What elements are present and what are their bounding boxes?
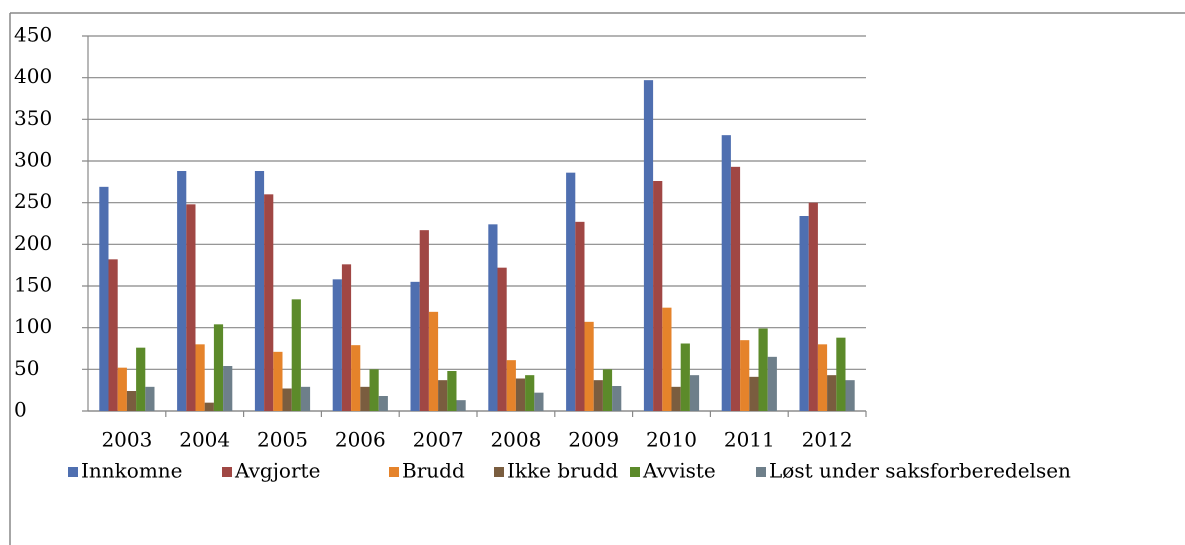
- x-tick-label: 2006: [335, 428, 386, 452]
- bar: [126, 391, 137, 411]
- bar: [845, 380, 855, 411]
- bar: [680, 343, 690, 411]
- bar: [515, 378, 526, 411]
- legend-label: Brudd: [402, 459, 465, 483]
- x-tick-label: 2012: [802, 428, 853, 452]
- bar: [602, 369, 613, 411]
- legend-swatch: [68, 467, 78, 477]
- y-tick-label: 150: [14, 273, 52, 297]
- bar: [99, 186, 109, 411]
- y-tick-label: 300: [14, 148, 52, 172]
- bar: [291, 299, 301, 411]
- bar: [671, 386, 681, 411]
- bar: [300, 386, 311, 411]
- bar: [341, 264, 352, 411]
- bar: [749, 376, 759, 411]
- y-tick-label: 350: [14, 106, 52, 130]
- bar: [488, 224, 498, 411]
- x-tick-label: 2003: [101, 428, 152, 452]
- bar: [254, 171, 265, 411]
- bar: [740, 340, 750, 411]
- bar: [282, 388, 292, 411]
- bar: [332, 279, 342, 411]
- legend-swatch: [222, 467, 232, 477]
- bar: [419, 230, 429, 411]
- bar: [456, 400, 466, 411]
- bar: [410, 281, 420, 411]
- bar: [612, 386, 622, 411]
- bar: [525, 375, 535, 411]
- legend-label: Løst under saksforberedelsen: [769, 459, 1071, 483]
- y-tick-label: 50: [14, 356, 39, 380]
- y-tick-label: 250: [14, 189, 52, 213]
- legend-label: Innkomne: [81, 459, 183, 483]
- bar: [145, 386, 155, 411]
- x-tick-label: 2007: [413, 428, 464, 452]
- bar: [195, 344, 205, 411]
- bar: [378, 396, 388, 411]
- bar: [186, 204, 196, 411]
- bar: [223, 366, 233, 411]
- legend-swatch: [494, 467, 504, 477]
- bar: [351, 345, 361, 411]
- bar: [836, 337, 846, 411]
- bar: [808, 202, 818, 411]
- bar: [593, 380, 603, 411]
- y-tick-label: 200: [14, 231, 52, 255]
- bar: [264, 194, 274, 411]
- bar: [136, 347, 146, 411]
- y-tick-label: 450: [14, 23, 52, 47]
- bar: [273, 351, 283, 411]
- bar: [799, 216, 809, 411]
- legend-label: Avgjorte: [234, 459, 320, 483]
- bar: [506, 360, 516, 411]
- bar: [653, 181, 663, 411]
- bar: [438, 380, 448, 411]
- bar: [643, 80, 654, 412]
- bar: [566, 172, 576, 411]
- y-tick-label: 400: [14, 64, 52, 88]
- bar: [721, 135, 731, 411]
- legend-label: Avviste: [642, 459, 716, 483]
- bar: [730, 166, 741, 411]
- bar: [817, 344, 828, 411]
- bar: [827, 375, 837, 411]
- bar: [360, 386, 370, 411]
- y-tick-label: 100: [14, 314, 52, 338]
- bar: [177, 171, 187, 411]
- bar: [497, 267, 507, 411]
- bar: [447, 371, 457, 411]
- bar: [369, 369, 379, 411]
- y-tick-label: 0: [14, 398, 27, 422]
- bar: [428, 311, 439, 411]
- legend-swatch: [756, 467, 766, 477]
- x-tick-label: 2010: [646, 428, 697, 452]
- bar: [689, 375, 700, 411]
- bar: [767, 356, 777, 411]
- bar: [204, 402, 214, 411]
- bar: [108, 259, 118, 411]
- x-tick-label: 2009: [568, 428, 619, 452]
- bar: [534, 392, 544, 411]
- x-tick-label: 2005: [257, 428, 308, 452]
- bar: [213, 324, 224, 411]
- x-tick-label: 2011: [724, 428, 775, 452]
- x-tick-label: 2004: [179, 428, 230, 452]
- bar: [117, 367, 127, 411]
- legend-swatch: [389, 467, 399, 477]
- bar: [584, 321, 594, 411]
- legend-label: Ikke brudd: [507, 459, 618, 483]
- legend-swatch: [630, 467, 640, 477]
- x-tick-label: 2008: [490, 428, 541, 452]
- bar: [575, 221, 585, 411]
- bar: [662, 307, 672, 411]
- bar: [758, 328, 768, 411]
